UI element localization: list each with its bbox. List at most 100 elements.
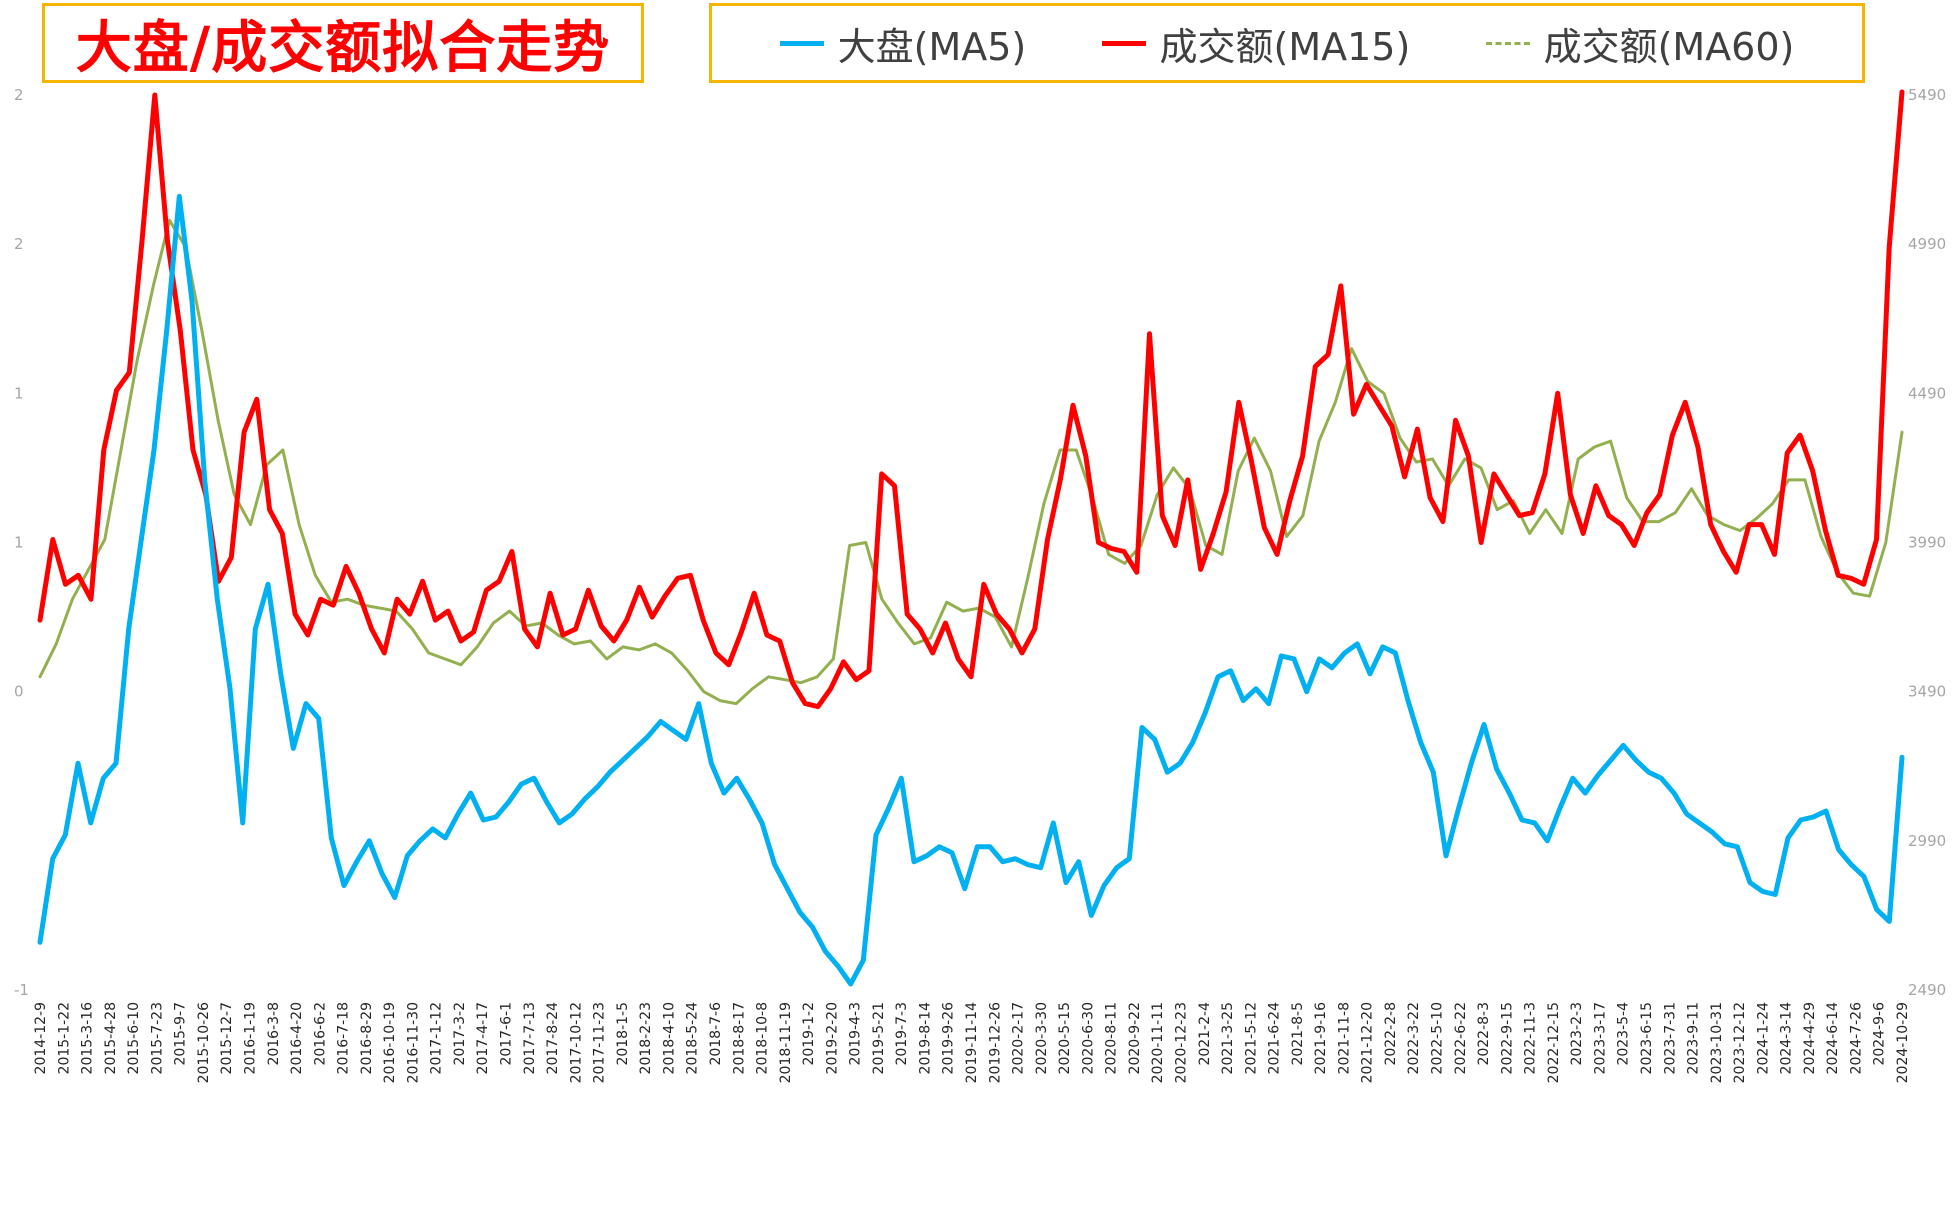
x-axis-tick-label: 2023-7-31	[1662, 1002, 1678, 1074]
x-axis: 2014-12-9 2015-1-22 2015-3-16 2015-4-28 2015…	[33, 1002, 1911, 1083]
legend-swatch-turnover-ma60	[1485, 41, 1530, 45]
x-axis-tick-label: 2018-8-17	[731, 1002, 747, 1074]
x-axis-tick-label: 2019-12-26	[987, 1002, 1003, 1083]
x-axis-tick-label: 2016-3-8	[266, 1002, 282, 1066]
x-axis-tick-label: 2019-8-14	[917, 1002, 933, 1075]
x-axis-tick-label: 2021-9-16	[1313, 1002, 1329, 1075]
x-axis-tick-label: 2015-3-16	[80, 1002, 96, 1075]
x-axis-tick-label: 2022-9-15	[1499, 1002, 1515, 1074]
legend-item-index: 大盘(MA5)	[779, 16, 1027, 71]
right-axis-tick-label: 2490	[1908, 981, 1946, 999]
x-axis-tick-label: 2021-3-25	[1220, 1002, 1236, 1074]
right-axis-tick-label: 4490	[1908, 384, 1946, 402]
x-axis-tick-label: 2019-4-3	[848, 1002, 864, 1066]
x-axis-tick-label: 2023-2-3	[1569, 1002, 1585, 1066]
x-axis-tick-label: 2015-1-22	[56, 1002, 72, 1074]
x-axis-tick-label: 2017-11-23	[592, 1002, 608, 1083]
right-axis-tick-label: 2990	[1908, 832, 1946, 850]
x-axis-tick-label: 2016-11-30	[405, 1002, 421, 1083]
series-line-index-ma5	[37, 193, 1905, 987]
legend-item-turnover-ma15: 成交额(MA15)	[1101, 16, 1411, 71]
x-axis-tick-label: 2018-7-6	[708, 1002, 724, 1066]
x-axis-tick-label: 2023-3-17	[1592, 1002, 1608, 1074]
legend-item-turnover-ma60: 成交额(MA60)	[1485, 16, 1795, 71]
x-axis-tick-label: 2021-11-8	[1336, 1002, 1352, 1074]
x-axis-tick-label: 2016-6-2	[312, 1002, 328, 1066]
x-axis-tick-label: 2024-10-29	[1895, 1002, 1911, 1083]
x-axis-tick-label: 2016-8-29	[359, 1002, 375, 1074]
x-axis-tick-label: 2021-5-12	[1243, 1002, 1259, 1074]
x-axis-tick-label: 2024-4-29	[1802, 1002, 1818, 1074]
right-axis-tick-label: 3990	[1908, 534, 1946, 552]
x-axis-tick-label: 2016-7-18	[336, 1002, 352, 1074]
legend: 大盘(MA5) 成交额(MA15) 成交额(MA60)	[709, 3, 1865, 83]
series-line-turnover-ma15	[37, 89, 1905, 710]
legend-label-turnover-ma15: 成交额(MA15)	[1159, 24, 1411, 69]
series-layer	[37, 89, 1905, 987]
right-axis-tick-label: 4990	[1908, 235, 1946, 253]
x-axis-tick-label: 2022-12-15	[1546, 1002, 1562, 1083]
x-axis-tick-label: 2023-10-31	[1709, 1002, 1725, 1083]
x-axis-tick-label: 2019-7-3	[894, 1002, 910, 1066]
x-axis-tick-label: 2016-10-19	[382, 1002, 398, 1083]
x-axis-tick-label: 2017-6-1	[499, 1002, 515, 1066]
left-axis-tick-label: 1	[14, 534, 24, 552]
x-axis-tick-label: 2018-11-19	[778, 1002, 794, 1083]
legend-swatch-index	[779, 40, 824, 46]
x-axis-tick-label: 2020-6-30	[1080, 1002, 1096, 1074]
left-axis-tick-label: 1	[14, 384, 24, 402]
x-axis-tick-label: 2023-6-15	[1639, 1002, 1655, 1074]
x-axis-tick-label: 2015-6-10	[126, 1002, 142, 1074]
x-axis-tick-label: 2019-5-21	[871, 1002, 887, 1074]
chart-title: 大盘/成交额拟合走势	[75, 14, 611, 81]
x-axis-tick-label: 2021-8-5	[1290, 1002, 1306, 1066]
x-axis-tick-label: 2015-10-26	[196, 1002, 212, 1083]
x-axis-tick-label: 2020-3-30	[1034, 1002, 1050, 1074]
x-axis-tick-label: 2022-5-10	[1430, 1002, 1446, 1074]
x-axis-tick-label: 2023-5-4	[1616, 1002, 1632, 1066]
x-axis-tick-label: 2020-12-23	[1173, 1002, 1189, 1083]
x-axis-tick-label: 2015-7-23	[149, 1002, 165, 1074]
x-axis-tick-label: 2024-7-26	[1848, 1002, 1864, 1075]
chart-title-box: 大盘/成交额拟合走势	[42, 3, 644, 83]
legend-label-index: 大盘(MA5)	[837, 24, 1027, 69]
x-axis-tick-label: 2022-11-3	[1523, 1002, 1539, 1074]
x-axis-tick-label: 2018-4-10	[661, 1002, 677, 1074]
legend-label-turnover-ma60: 成交额(MA60)	[1543, 24, 1795, 69]
x-axis-tick-label: 2014-12-9	[33, 1002, 49, 1074]
x-axis-tick-label: 2022-8-3	[1476, 1002, 1492, 1066]
right-axis-tick-label: 5490	[1908, 86, 1946, 104]
x-axis-tick-label: 2022-3-22	[1406, 1002, 1422, 1074]
x-axis-tick-label: 2024-6-14	[1825, 1002, 1841, 1075]
x-axis-tick-label: 2018-1-5	[615, 1002, 631, 1066]
x-axis-tick-label: 2020-9-22	[1127, 1002, 1143, 1074]
x-axis-tick-label: 2019-2-20	[824, 1002, 840, 1074]
x-axis-tick-label: 2018-2-23	[638, 1002, 654, 1074]
x-axis-tick-label: 2017-1-12	[429, 1002, 445, 1074]
x-axis-tick-label: 2017-8-24	[545, 1002, 561, 1075]
x-axis-tick-label: 2016-4-20	[289, 1002, 305, 1074]
x-axis-tick-label: 2019-11-14	[964, 1002, 980, 1083]
legend-swatch-turnover-ma15	[1101, 40, 1146, 46]
x-axis-tick-label: 2020-2-17	[1011, 1002, 1027, 1074]
left-axis-tick-label: 0	[14, 683, 24, 701]
x-axis-tick-label: 2024-3-14	[1779, 1002, 1795, 1075]
x-axis-tick-label: 2022-6-22	[1453, 1002, 1469, 1074]
left-axis-tick-label: 2	[14, 86, 24, 104]
right-axis: 2490 2990 3490 3990 4490 4990 5490	[1908, 86, 1946, 999]
x-axis-tick-label: 2017-10-12	[568, 1002, 584, 1083]
x-axis-tick-label: 2020-11-11	[1150, 1002, 1166, 1083]
series-line-turnover-ma60	[38, 218, 1904, 706]
x-axis-tick-label: 2016-1-19	[242, 1002, 258, 1074]
x-axis-tick-label: 2015-12-7	[219, 1002, 235, 1074]
x-axis-tick-label: 2015-4-28	[103, 1002, 119, 1074]
left-axis-tick-label: 2	[14, 235, 24, 253]
x-axis-tick-label: 2018-5-24	[685, 1002, 701, 1075]
x-axis-tick-label: 2015-9-7	[173, 1002, 189, 1066]
left-axis-tick-label: -1	[14, 981, 29, 999]
x-axis-tick-label: 2017-4-17	[475, 1002, 491, 1074]
x-axis-tick-label: 2018-10-8	[755, 1002, 771, 1074]
x-axis-tick-label: 2020-8-11	[1104, 1002, 1120, 1074]
x-axis-tick-label: 2021-2-4	[1197, 1002, 1213, 1066]
